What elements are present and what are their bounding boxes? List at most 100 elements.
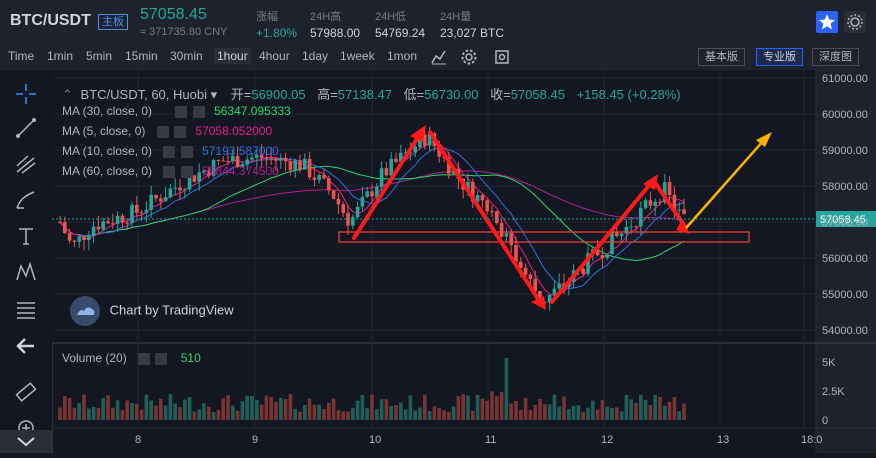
- back-arrow-icon[interactable]: [14, 334, 38, 358]
- volume-bar: [576, 405, 581, 420]
- volume-bar: [384, 399, 389, 420]
- candle-body: [312, 177, 317, 180]
- candle-body: [514, 244, 518, 262]
- gear-icon[interactable]: [458, 46, 480, 68]
- volume-bar: [96, 407, 101, 420]
- timeframe-time[interactable]: Time: [8, 49, 35, 63]
- chevron-icon[interactable]: ⌃: [62, 87, 73, 102]
- candle-body: [682, 209, 686, 214]
- volume-settings-icon[interactable]: [138, 352, 151, 365]
- symbol-label[interactable]: BTC/USDT, 60, Huobi: [80, 87, 207, 102]
- volume-bar: [600, 400, 605, 420]
- timeframe-4hour[interactable]: 4hour: [259, 49, 290, 63]
- volume-bar: [418, 407, 422, 420]
- candle-body: [139, 212, 144, 214]
- volume-bar: [87, 408, 91, 420]
- timeframe-1min[interactable]: 1min: [47, 49, 74, 63]
- ma-5-label[interactable]: MA (5, close, 0): [62, 124, 146, 138]
- timeframe-30min[interactable]: 30min: [170, 49, 203, 63]
- volume-bar: [139, 409, 144, 420]
- candle-body: [403, 152, 408, 154]
- candle-body: [168, 188, 173, 198]
- volume-bar: [571, 405, 576, 420]
- ma-5-settings-icon[interactable]: [156, 125, 169, 138]
- settings-icon[interactable]: [844, 11, 866, 33]
- volume-bar: [283, 399, 288, 420]
- text-icon[interactable]: [14, 224, 38, 248]
- ma-60-label[interactable]: MA (60, close, 0): [62, 164, 153, 178]
- brush-icon[interactable]: [14, 188, 38, 212]
- candle-body: [581, 268, 585, 274]
- low-label: 低=: [403, 87, 425, 102]
- ruler-icon[interactable]: [14, 380, 38, 404]
- timeframe-1hour[interactable]: 1hour: [214, 48, 251, 64]
- pattern-icon[interactable]: [14, 260, 38, 284]
- candle-body: [586, 253, 590, 274]
- volume-bar: [475, 394, 480, 420]
- pair-title[interactable]: BTC/USDT: [10, 12, 91, 29]
- tradingview-watermark[interactable]: Chart by TradingView: [70, 296, 234, 326]
- candle-body: [67, 233, 72, 241]
- ma-30-label[interactable]: MA (30, close, 0): [62, 104, 153, 118]
- candle-body: [485, 200, 489, 212]
- crosshair-icon[interactable]: [14, 82, 38, 106]
- ma-60-close-icon[interactable]: [180, 165, 193, 178]
- volume-bar: [149, 400, 153, 420]
- candle-body: [331, 190, 336, 199]
- volume-bar: [432, 406, 437, 420]
- ma-10-close-icon[interactable]: [180, 145, 193, 158]
- support-zone-box[interactable]: [338, 231, 750, 243]
- candle-body: [111, 223, 115, 225]
- candle-body: [658, 202, 662, 204]
- timeframe-1mon[interactable]: 1mon: [387, 49, 418, 63]
- ma-10-label[interactable]: MA (10, close, 0): [62, 144, 153, 158]
- timeframe-15min[interactable]: 15min: [125, 49, 158, 63]
- ma-30-close-icon[interactable]: [192, 105, 205, 118]
- star-icon[interactable]: [816, 11, 838, 33]
- view-pro-button[interactable]: 专业版: [756, 48, 803, 66]
- volume-close-icon[interactable]: [155, 352, 168, 365]
- candle-body: [600, 255, 605, 259]
- candle-body: [250, 157, 254, 160]
- volume-bar: [399, 402, 403, 420]
- price-axis-tick: 58000.00: [822, 181, 868, 193]
- ma-5-close-icon[interactable]: [174, 125, 187, 138]
- trendline-icon[interactable]: [14, 116, 38, 140]
- view-basic-button[interactable]: 基本版: [698, 48, 745, 66]
- timeframe-5min[interactable]: 5min: [86, 49, 113, 63]
- volume-bar: [682, 403, 686, 420]
- volume-bar: [355, 400, 360, 420]
- timeframe-1week[interactable]: 1week: [340, 49, 375, 63]
- volume-bar: [557, 406, 561, 420]
- pattern-zigzag[interactable]: [352, 130, 688, 304]
- dropdown-icon[interactable]: ▾: [210, 87, 218, 102]
- ma-30-value: 56347.095333: [214, 104, 291, 118]
- candle-body: [413, 146, 417, 153]
- pitchfork-icon[interactable]: [14, 152, 38, 176]
- high-value: 57138.47: [337, 87, 393, 102]
- view-depth-button[interactable]: 深度图: [812, 48, 859, 66]
- arrow-down-2: [654, 182, 688, 230]
- timeframe-1day[interactable]: 1day: [302, 49, 329, 63]
- candle-body: [226, 161, 230, 163]
- volume-bar: [154, 405, 158, 420]
- volume-bar: [360, 394, 365, 420]
- volume-label[interactable]: Volume (20): [62, 351, 127, 365]
- volume-bar: [547, 404, 552, 420]
- volume-bar: [615, 407, 619, 420]
- candle-body: [399, 152, 403, 162]
- ma-30-settings-icon[interactable]: [175, 105, 188, 118]
- collapse-toolbar-button[interactable]: [0, 430, 52, 453]
- high-label: 高=: [317, 87, 338, 102]
- ma-60-settings-icon[interactable]: [163, 165, 176, 178]
- indicators-icon[interactable]: [428, 46, 450, 68]
- time-axis-tick: 9: [252, 434, 258, 446]
- cny-price: ≈ 371735.80 CNY: [140, 26, 228, 38]
- volume-bar: [312, 404, 317, 420]
- snapshot-icon[interactable]: [491, 46, 513, 68]
- candle-body: [298, 160, 302, 170]
- fib-icon[interactable]: [14, 298, 38, 322]
- ma-10-settings-icon[interactable]: [163, 145, 176, 158]
- volume-bar: [552, 394, 557, 420]
- projection-arrow[interactable]: [685, 139, 765, 229]
